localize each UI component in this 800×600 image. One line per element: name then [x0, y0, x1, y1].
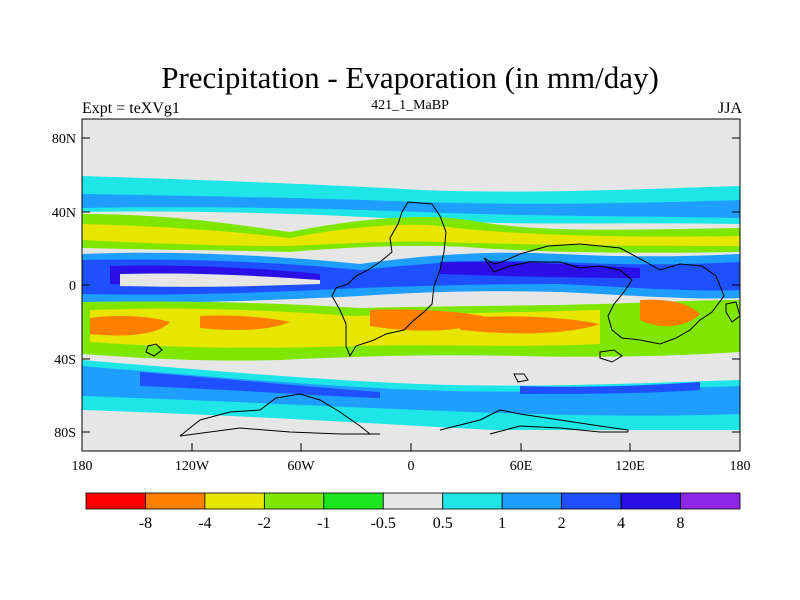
colorbar-swatch: [382, 492, 444, 510]
colorbar-label: 0.5: [433, 515, 453, 532]
colorbar: -8 -4 -2 -1 -0.5 0.5 1 2 4 8: [85, 492, 741, 532]
lon-tick-label: 60E: [510, 459, 533, 474]
colorbar-label: -1: [317, 515, 330, 532]
colorbar-label: 4: [617, 515, 625, 532]
lon-tick-label: 180: [730, 459, 751, 474]
lat-tick-label: 80S: [54, 426, 76, 441]
colorbar-swatch: [145, 492, 206, 510]
colorbar-swatch: [85, 492, 146, 510]
coastlines: [145, 201, 741, 437]
season-label: JJA: [717, 100, 742, 117]
colorbar-label: -2: [258, 515, 271, 532]
lon-tick-label: 120E: [615, 459, 645, 474]
lat-tick-label: 40N: [52, 206, 76, 221]
colorbar-swatch: [263, 492, 325, 510]
map-field: [82, 119, 740, 451]
colorbar-swatch: [323, 492, 384, 510]
lon-tick-label: 120W: [175, 459, 210, 474]
lon-tick-label: 0: [408, 459, 415, 474]
colorbar-swatch: [501, 492, 563, 510]
colorbar-swatch: [680, 492, 741, 510]
colorbar-label: 2: [558, 515, 566, 532]
lon-tick-label: 180: [72, 459, 93, 474]
colorbar-swatch: [620, 492, 681, 510]
lat-tick-label: 40S: [54, 353, 76, 368]
colorbar-label: -4: [198, 515, 211, 532]
colorbar-swatch: [561, 492, 622, 510]
lat-tick-label: 0: [69, 279, 76, 294]
plot-title: Precipitation - Evaporation (in mm/day): [161, 60, 659, 95]
colorbar-swatch: [442, 492, 503, 510]
lat-tick-label: 80N: [52, 132, 76, 147]
colorbar-label: -0.5: [371, 515, 396, 532]
colorbar-label: 8: [677, 515, 685, 532]
lon-tick-label: 60W: [287, 459, 315, 474]
period-label: 421_1_MaBP: [371, 98, 449, 113]
experiment-label: Expt = teXVg1: [82, 100, 180, 117]
colorbar-swatch: [204, 492, 265, 510]
colorbar-label: -8: [139, 515, 152, 532]
colorbar-label: 1: [498, 515, 506, 532]
